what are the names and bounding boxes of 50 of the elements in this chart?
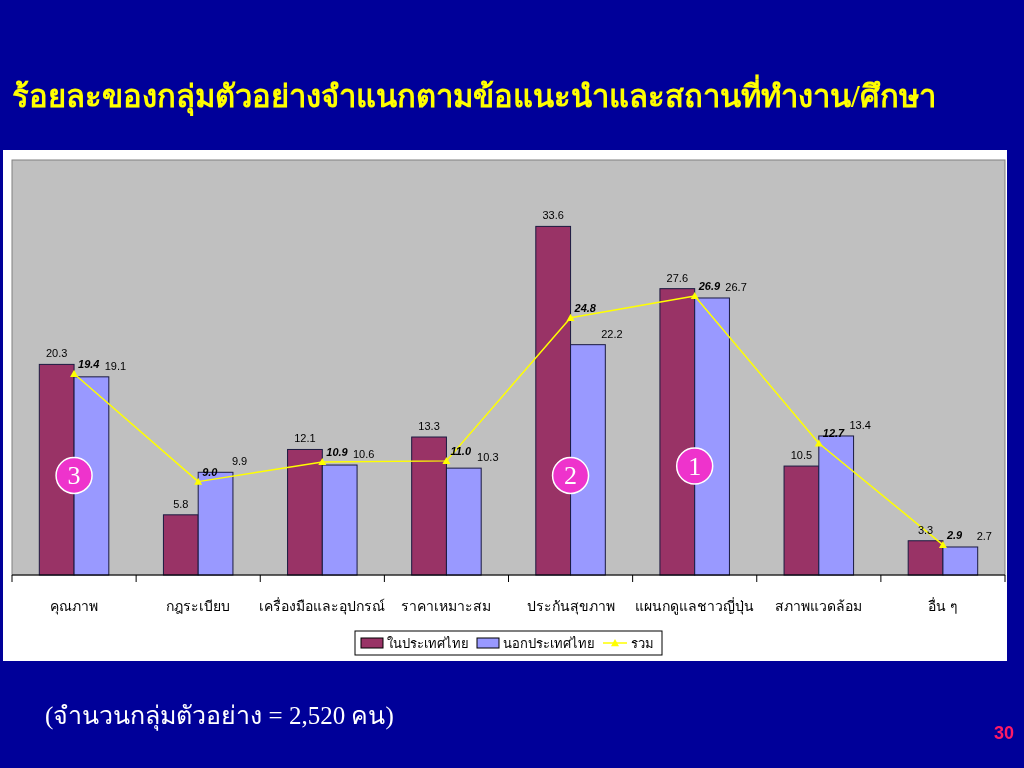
data-label: 20.3: [45, 347, 68, 360]
x-tick-label: อื่น ๆ: [927, 597, 958, 614]
point: [194, 477, 203, 485]
data-label: 2.7: [976, 529, 992, 542]
annotation: 3: [67, 461, 81, 491]
x-tick-label: เครื่องมือและอุปกรณ์: [259, 597, 386, 615]
data-label: 27.6: [666, 271, 689, 284]
x-tick-label: คุณภาพ: [50, 598, 99, 615]
data-label: 12.7: [822, 427, 846, 440]
data-label: 9.0: [202, 465, 219, 478]
point: [70, 369, 79, 377]
data-label: 19.4: [78, 357, 100, 370]
legend-label: นอกประเทศไทย: [503, 636, 595, 651]
rank-badge: 3: [55, 456, 93, 495]
rank-badge: 2: [551, 456, 590, 495]
annotation: 1: [688, 452, 702, 482]
annotation: 2: [564, 461, 578, 491]
data-label: 26.9: [697, 279, 721, 292]
x-tick-label: กฎระเบียบ: [166, 598, 231, 614]
point: [690, 291, 699, 300]
point: [938, 540, 947, 549]
rank-badge: 1: [675, 447, 714, 485]
legend-label: ในประเทศไทย: [387, 636, 469, 651]
x-tick-label: สภาพแวดล้อม: [775, 598, 863, 614]
data-label: 10.5: [790, 449, 813, 462]
data-label: 12.1: [294, 432, 316, 445]
x-tick-label: แผนกดูแลชาวญี่ปุ่น: [635, 597, 755, 615]
text: (จำนวนกลุ่มตัวอย่าง = 2,520 คน): [45, 702, 394, 731]
data-label: 5.8: [173, 497, 189, 510]
point: [814, 439, 823, 447]
chart-title: ร้อยละของกลุ่มตัวอย่างจำแนกตามข้อแนะนำและสถานที่ทำงาน/ศึกษา: [12, 74, 936, 116]
legend-label: รวม: [631, 636, 654, 651]
data-label: 19.1: [104, 359, 127, 372]
data-label: 22.2: [601, 327, 623, 340]
point: [566, 313, 575, 321]
point: [318, 457, 327, 466]
data-label: 10.9: [326, 445, 349, 458]
text: 30: [993, 723, 1014, 743]
data-label: 10.6: [352, 448, 375, 461]
data-label: 2.9: [945, 528, 964, 541]
data-label: 10.3: [477, 451, 499, 464]
x-tick-label: ประกันสุขภาพ: [526, 598, 615, 615]
data-label: 13.4: [849, 418, 871, 431]
data-label: 33.6: [542, 209, 564, 222]
data-label: 26.7: [725, 280, 747, 293]
data-label: 9.9: [231, 455, 248, 468]
x-tick-label: ราคาเหมาะสม: [401, 598, 492, 614]
point: [442, 456, 451, 465]
data-label: 13.3: [418, 420, 440, 433]
data-label: 24.8: [573, 301, 597, 314]
